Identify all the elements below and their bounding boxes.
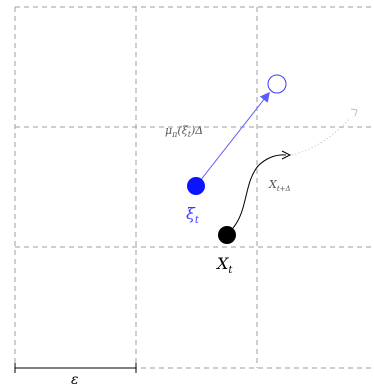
x-t-delta-label: Xt+Δ [268,178,291,193]
trajectory-arrowhead [281,150,292,160]
epsilon-label: ε [71,372,79,387]
drift-target-circle [267,74,287,94]
epsilon-scale-bar [14,363,137,373]
x-t-label: Xt [215,254,233,276]
dotted-trajectory [291,117,351,156]
trajectory-curve [232,154,287,229]
grid [14,6,374,369]
dotted-arrowhead [350,108,358,117]
xi-t-point [187,177,205,195]
x-t-point [218,226,236,244]
mu-label: μπ(ξt)Δ [165,124,203,139]
xi-t-label: ξt [186,204,200,226]
drift-arrow [195,91,270,187]
